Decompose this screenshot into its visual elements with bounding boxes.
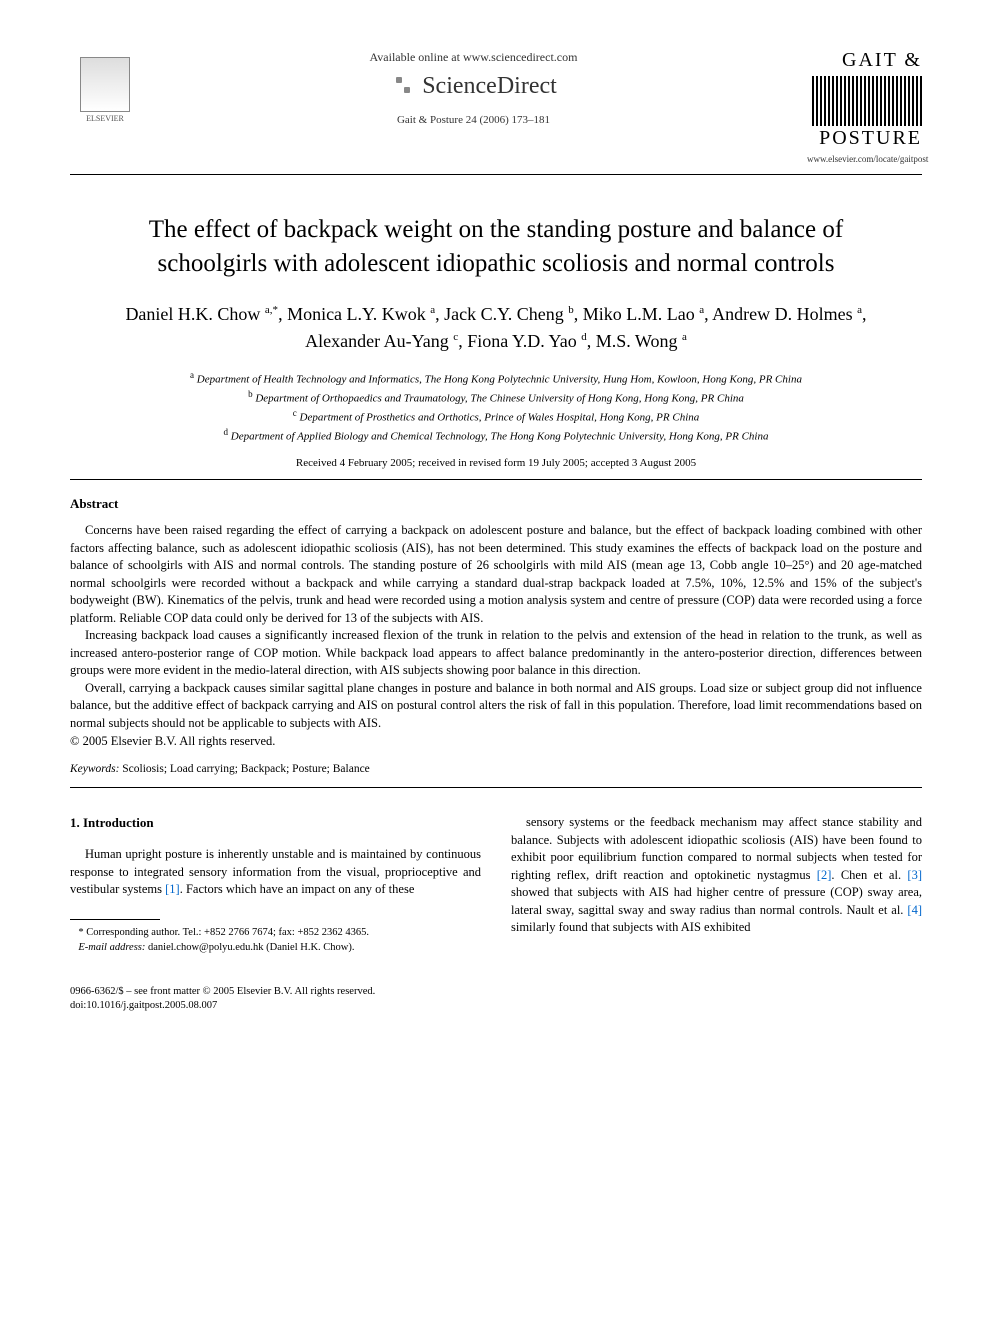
article-dates: Received 4 February 2005; received in re… — [70, 457, 922, 469]
intro-heading: 1. Introduction — [70, 814, 481, 832]
journal-reference: Gait & Posture 24 (2006) 173–181 — [160, 114, 787, 126]
available-online-text: Available online at www.sciencedirect.co… — [160, 50, 787, 65]
affiliations: a Department of Health Technology and In… — [70, 369, 922, 446]
intro-left-text: Human upright posture is inherently unst… — [70, 846, 481, 899]
author-list: Daniel H.K. Chow a,*, Monica L.Y. Kwok a… — [110, 301, 882, 355]
journal-header: ELSEVIER Available online at www.science… — [70, 50, 922, 164]
elsevier-label: ELSEVIER — [86, 114, 124, 123]
doi-line: doi:10.1016/j.gaitpost.2005.08.007 — [70, 999, 922, 1013]
abstract-heading: Abstract — [70, 496, 922, 512]
email-value: daniel.chow@polyu.edu.hk (Daniel H.K. Ch… — [145, 942, 354, 953]
article-title: The effect of backpack weight on the sta… — [130, 213, 862, 281]
sciencedirect-text: ScienceDirect — [422, 73, 557, 100]
keywords: Keywords: Scoliosis; Load carrying; Back… — [70, 763, 922, 775]
page-footer: 0966-6362/$ – see front matter © 2005 El… — [70, 985, 922, 1012]
keywords-text: Scoliosis; Load carrying; Backpack; Post… — [119, 763, 369, 775]
sciencedirect-logo: ScienceDirect — [390, 73, 557, 100]
right-column: sensory systems or the feedback mechanis… — [511, 814, 922, 955]
elsevier-logo: ELSEVIER — [70, 50, 140, 130]
abstract-copyright: © 2005 Elsevier B.V. All rights reserved… — [70, 734, 922, 749]
body-columns: 1. Introduction Human upright posture is… — [70, 814, 922, 955]
sciencedirect-icon — [390, 75, 414, 99]
abstract-p2: Increasing backpack load causes a signif… — [70, 627, 922, 680]
affiliation-b: b Department of Orthopaedics and Traumat… — [70, 388, 922, 407]
footnote-corr: * Corresponding author. Tel.: +852 2766 … — [70, 926, 481, 941]
journal-title-line1: GAIT & — [807, 50, 922, 70]
abstract-p1: Concerns have been raised regarding the … — [70, 522, 922, 627]
journal-cover-logo: GAIT & POSTURE www.elsevier.com/locate/g… — [807, 50, 922, 164]
abstract-top-rule — [70, 479, 922, 480]
abstract-body: Concerns have been raised regarding the … — [70, 522, 922, 732]
affiliation-c: c Department of Prosthetics and Orthotic… — [70, 407, 922, 426]
keywords-label: Keywords: — [70, 763, 119, 775]
top-rule — [70, 174, 922, 175]
center-header: Available online at www.sciencedirect.co… — [140, 50, 807, 126]
affiliation-a: a Department of Health Technology and In… — [70, 369, 922, 388]
abstract-p3: Overall, carrying a backpack causes simi… — [70, 680, 922, 733]
email-label: E-mail address: — [78, 942, 145, 953]
journal-title-line2: POSTURE — [807, 128, 922, 148]
abstract-bottom-rule — [70, 787, 922, 788]
barcode-icon — [812, 76, 922, 126]
footnote-separator — [70, 919, 160, 920]
intro-right-text: sensory systems or the feedback mechanis… — [511, 814, 922, 937]
elsevier-tree-icon — [80, 57, 130, 112]
left-column: 1. Introduction Human upright posture is… — [70, 814, 481, 955]
corresponding-author-footnote: * Corresponding author. Tel.: +852 2766 … — [70, 926, 481, 955]
footnote-email: E-mail address: daniel.chow@polyu.edu.hk… — [70, 941, 481, 956]
journal-url: www.elsevier.com/locate/gaitpost — [807, 154, 922, 164]
front-matter-line: 0966-6362/$ – see front matter © 2005 El… — [70, 985, 922, 999]
affiliation-d: d Department of Applied Biology and Chem… — [70, 426, 922, 445]
